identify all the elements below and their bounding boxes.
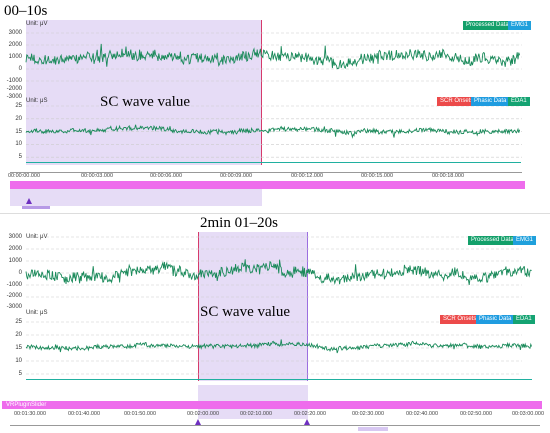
eda-tick: 10 xyxy=(15,358,22,364)
eda1-badge[interactable]: EDA1 xyxy=(513,315,535,324)
emg-tick: -1000 xyxy=(6,282,22,288)
timeline-label: 00:02:30.000 xyxy=(351,411,385,417)
emg-tick: -2000 xyxy=(6,86,22,92)
selection-region[interactable] xyxy=(26,20,262,165)
timeline-label: 00:02:20.000 xyxy=(293,411,327,417)
scr-onsets-badge[interactable]: SCR Onsets xyxy=(437,97,477,106)
emg-tick: -2000 xyxy=(6,293,22,299)
emg-tick: 3000 xyxy=(8,30,22,36)
processed-data-badge[interactable]: Processed Data xyxy=(463,21,512,30)
emg-tick: 0 xyxy=(18,66,22,72)
eda-baseline xyxy=(26,162,521,163)
emg-tick: 1000 xyxy=(8,54,22,60)
emg-unit-label: Unit: μV xyxy=(26,21,48,27)
timeline-label: 00:00:03.000 xyxy=(80,173,114,179)
scr-onsets-badge[interactable]: SCR Onsets xyxy=(440,315,480,324)
timeline-window-marker[interactable] xyxy=(26,198,32,204)
timeline-axis xyxy=(10,172,522,173)
eda-tick: 20 xyxy=(15,116,22,122)
eda-unit-label: Unit: μS xyxy=(26,98,48,104)
emg1-badge[interactable]: EMG1 xyxy=(508,21,532,30)
timeline-window[interactable] xyxy=(198,409,308,419)
eda-trace xyxy=(25,339,533,354)
emg1-badge[interactable]: EMG1 xyxy=(513,236,537,245)
phasic-data-badge[interactable]: Phasic Data xyxy=(471,97,510,106)
eda-tick: 5 xyxy=(18,154,22,160)
section-2-title: 2min 01–20s xyxy=(200,215,278,231)
timeline-start-marker[interactable] xyxy=(195,419,201,425)
phasic-data-badge[interactable]: Phasic Data xyxy=(476,315,515,324)
emg-trace xyxy=(25,43,521,70)
sc-wave-label: SC wave value xyxy=(200,304,290,320)
timeline-scrub-handle[interactable] xyxy=(22,206,50,209)
eda1-badge[interactable]: EDA1 xyxy=(508,97,530,106)
emg-tick: -1000 xyxy=(6,78,22,84)
eda-baseline xyxy=(26,379,532,380)
processed-data-badge[interactable]: Processed Data xyxy=(468,236,517,245)
timeline-label: 00:01:50.000 xyxy=(123,411,157,417)
emg-grid xyxy=(26,236,522,298)
section-1: 00–10s Unit: μV 3000 2000 1000 0 -1000 -… xyxy=(0,0,550,212)
emg-tick: 3000 xyxy=(8,234,22,240)
eda-tick: 5 xyxy=(18,371,22,377)
emg-tick: 2000 xyxy=(8,246,22,252)
eda-tick: 20 xyxy=(15,332,22,338)
signal-line xyxy=(25,124,521,139)
vr-plugin-slider-label: VRPluginSlider xyxy=(6,402,47,408)
eda-tick: 15 xyxy=(15,345,22,351)
section-1-title: 00–10s xyxy=(4,3,48,19)
timeline-label: 00:00:12.000 xyxy=(290,173,324,179)
timeline-bar[interactable] xyxy=(10,181,525,189)
emg-tick: 1000 xyxy=(8,258,22,264)
timeline-window-bg[interactable] xyxy=(198,385,308,401)
emg-tick: -3000 xyxy=(6,94,22,100)
timeline-scrub-handle[interactable] xyxy=(358,427,388,431)
timeline-label: 00:02:00.000 xyxy=(186,411,220,417)
selection-region[interactable] xyxy=(198,232,308,381)
emg-trace xyxy=(25,259,532,285)
timeline-label: 00:00:06.000 xyxy=(149,173,183,179)
signal-line xyxy=(25,259,532,285)
timeline-end-marker[interactable] xyxy=(304,419,310,425)
section-2: 2min 01–20s Unit: μV 3000 2000 1000 0 -1… xyxy=(0,215,550,433)
eda-tick: 25 xyxy=(15,319,22,325)
signal-line xyxy=(25,339,533,354)
timeline-label: 00:00:15.000 xyxy=(360,173,394,179)
eda-tick: 10 xyxy=(15,141,22,147)
timeline-label: 00:02:50.000 xyxy=(459,411,493,417)
selection-right-edge[interactable] xyxy=(307,232,308,381)
eda-tick: 15 xyxy=(15,129,22,135)
emg-tick: -3000 xyxy=(6,304,22,310)
timeline-label: 00:00:00.000 xyxy=(7,173,41,179)
emg-tick: 0 xyxy=(18,270,22,276)
timeline-label: 00:01:40.000 xyxy=(67,411,101,417)
timeline-window[interactable] xyxy=(10,189,262,206)
eda-tick: 25 xyxy=(15,103,22,109)
timeline-label: 00:02:40.000 xyxy=(405,411,439,417)
timeline-axis xyxy=(10,425,540,426)
eda-trace xyxy=(25,124,521,139)
playhead-cursor[interactable] xyxy=(261,20,262,165)
section-divider xyxy=(0,213,550,214)
timeline-label: 00:01:30.000 xyxy=(13,411,47,417)
timeline-label: 00:00:09.000 xyxy=(219,173,253,179)
eda-unit-label: Unit: μS xyxy=(26,310,48,316)
timeline-label: 00:03:00.000 xyxy=(511,411,545,417)
emg-tick: 2000 xyxy=(8,42,22,48)
timeline-label: 00:00:18.000 xyxy=(431,173,465,179)
timeline-bar[interactable] xyxy=(2,401,542,409)
signal-line xyxy=(25,43,521,70)
selection-left-edge[interactable] xyxy=(198,232,199,381)
timeline-label: 00:02:10.000 xyxy=(239,411,273,417)
